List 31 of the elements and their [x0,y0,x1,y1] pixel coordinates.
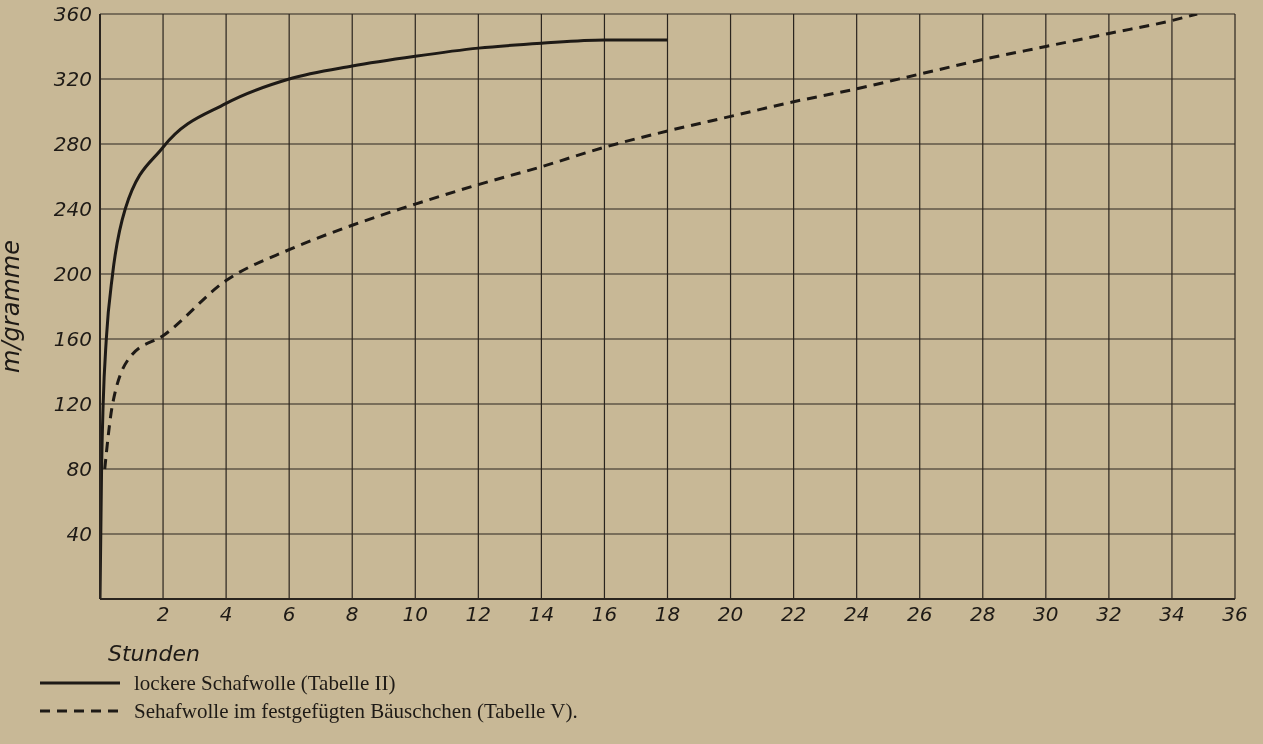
x-tick-label: 32 [1096,602,1122,627]
x-tick-label: 14 [528,602,555,627]
x-tick-label: 18 [654,602,681,627]
x-tick-label: 4 [219,602,233,627]
y-tick-label: 80 [66,457,92,482]
y-tick-label: 280 [53,132,92,157]
legend-label: Sehafwolle im festgefügten Bäuschchen (Tabelle V). [134,698,578,724]
x-axis-title: Stunden [108,641,200,666]
x-tick-label: 34 [1159,602,1185,627]
y-tick-label: 240 [53,197,92,222]
y-tick-label: 120 [53,392,92,417]
x-tick-label: 30 [1033,602,1059,627]
x-tick-label: 28 [970,602,996,627]
x-tick-label: 20 [717,602,744,627]
x-tick-label: 24 [843,602,870,627]
y-tick-label: 360 [53,2,92,27]
y-tick-label: 40 [66,522,92,547]
x-tick-label: 16 [591,602,618,627]
x-tick-label: 8 [345,602,359,627]
x-tick-label: 22 [780,602,807,627]
y-axis-title: m/gramme [0,240,25,373]
x-tick-label: 36 [1222,602,1248,627]
x-tick-label: 26 [907,602,933,627]
x-tick-label: 12 [465,602,492,627]
x-tick-label: 6 [282,602,296,627]
y-tick-label: 200 [53,262,92,287]
legend-label: lockere Schafwolle (Tabelle II) [134,670,396,696]
y-tick-label: 160 [53,327,92,352]
x-tick-label: 2 [156,602,170,627]
x-tick-label: 10 [402,602,428,627]
y-tick-label: 320 [53,67,92,92]
